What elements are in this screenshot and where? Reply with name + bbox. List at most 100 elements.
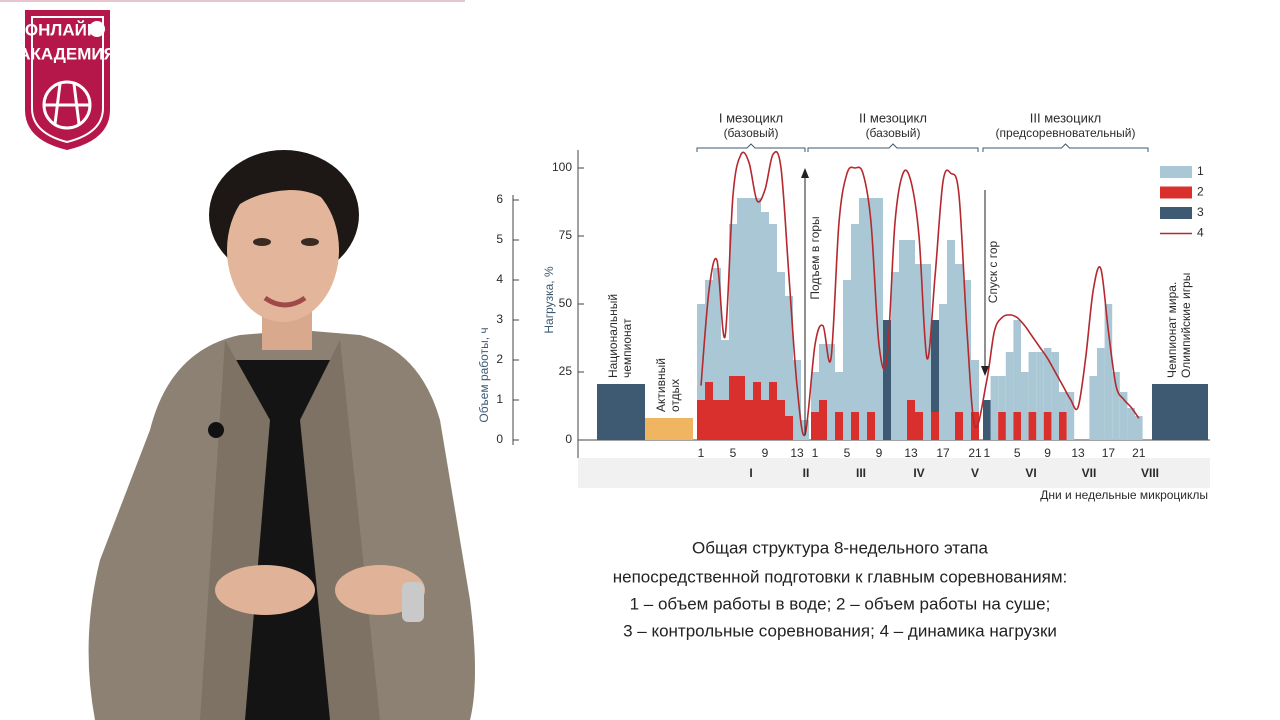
x-tick-label: 9 [876,446,883,460]
y-tick-label: 50 [559,296,573,310]
event-block [1152,384,1208,440]
x-axis-label: Дни и недельные микроциклы [1040,488,1208,502]
x-tick-label: 5 [1014,446,1021,460]
caption-line: непосредственной подготовки к главным со… [613,567,1067,586]
x-tick-label: 13 [790,446,804,460]
y2-tick-label: 3 [496,312,503,326]
event-label: чемпионат [620,318,634,378]
bar [915,264,923,440]
x-tick-label: 17 [936,446,950,460]
bar [1013,320,1021,440]
mesocycle-bracket [982,143,1149,152]
legend-swatch [1160,186,1192,199]
legend-label: 1 [1197,164,1204,178]
bar [1043,348,1052,440]
bar [721,400,729,440]
bar [867,198,875,440]
bar [1127,408,1135,440]
legend-swatch [1160,207,1192,219]
bar [769,382,777,440]
event-label: Олимпийские игры [1179,273,1193,378]
bar [939,304,947,440]
bar [875,198,883,440]
bar [1028,412,1037,440]
bar [745,400,753,440]
event-block [597,384,645,440]
caption-line: 1 – объем работы в воде; 2 – объем работ… [630,594,1051,613]
bar [883,320,891,440]
y2-tick-label: 2 [496,352,503,366]
x-tick-label: 21 [1132,446,1146,460]
week-label: VII [1082,466,1097,480]
y-axis-label: Нагрузка, % [542,266,556,334]
x-tick-label: 5 [730,446,737,460]
bar [1104,304,1113,440]
bar [1005,352,1014,440]
event-label: Активный [654,358,668,412]
y-tick-label: 25 [559,364,573,378]
bar [753,382,761,440]
bar [729,376,737,440]
bar [1013,412,1021,440]
bar [1043,412,1052,440]
y2-tick-label: 4 [496,272,503,286]
arrowhead [981,366,989,376]
mesocycle-bracket [696,143,806,152]
bar [705,382,713,440]
bar [705,280,713,440]
week-label: IV [913,466,924,480]
bar [955,264,963,440]
bar [859,198,867,440]
bar [915,412,923,440]
bar [955,412,963,440]
x-tick-label: 5 [844,446,851,460]
bar [843,280,851,440]
y2-axis-label: Объем работы, ч [477,327,491,422]
bar [753,198,761,440]
bar [931,412,939,440]
annotation: Спуск с гор [986,240,1000,303]
x-tick-label: 13 [1071,446,1085,460]
week-label: VI [1025,466,1036,480]
bar [899,240,907,440]
x-tick-label: 13 [904,446,918,460]
bar [971,360,979,440]
bar [827,344,835,440]
logo-line2: АКАДЕМИЯ [18,44,116,63]
bar [990,376,999,440]
bar [761,212,769,440]
y2-tick-label: 1 [496,392,503,406]
bar [867,412,875,440]
event-label: Чемпионат мира. [1165,282,1179,378]
week-label: II [803,466,810,480]
x-tick-label: 9 [762,446,769,460]
y2-tick-label: 5 [496,232,503,246]
logo-line1: ОНЛАЙН [25,20,99,39]
bar [697,304,705,440]
x-tick-label: 9 [1044,446,1051,460]
bar [1028,352,1037,440]
annotation: Подъем в горы [808,216,822,299]
bar [811,412,819,440]
bar [851,224,859,440]
bar [761,400,769,440]
arrowhead [801,168,809,178]
bar [963,280,971,440]
mesocycle-title: II мезоцикл [859,110,927,125]
mesocycle-subtitle: (базовый) [724,126,779,140]
logo: ОНЛАЙН АКАДЕМИЯ [18,10,116,150]
bar [851,412,859,440]
week-label: V [971,466,979,480]
y2-tick-label: 6 [496,192,503,206]
bar [745,198,753,440]
mesocycle-title: I мезоцикл [719,110,783,125]
legend-label: 4 [1197,226,1204,240]
bar [777,400,785,440]
x-axis-band [578,458,1210,488]
y-tick-label: 75 [559,228,573,242]
event-block [645,418,693,440]
bar [1036,352,1044,440]
bar [923,264,931,440]
